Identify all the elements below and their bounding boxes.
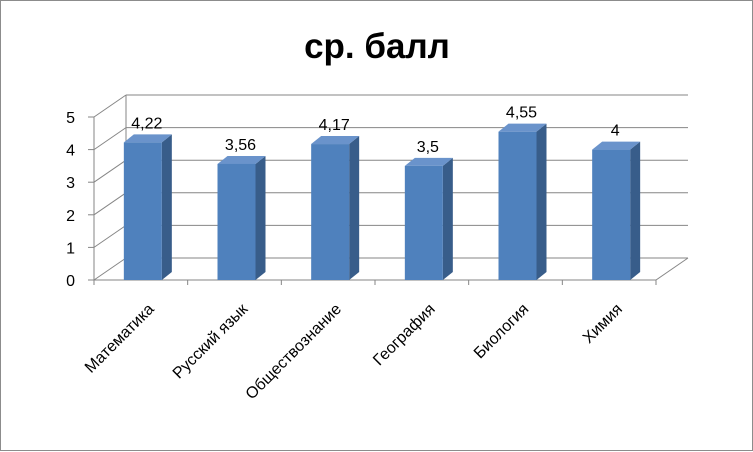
bar-top — [498, 123, 547, 132]
bar-top — [404, 157, 453, 166]
bar — [311, 136, 360, 280]
bar-side — [630, 141, 641, 280]
y-tick-label: 1 — [66, 240, 75, 257]
bar-side — [349, 136, 360, 280]
data-label: 3,5 — [417, 139, 439, 156]
side-wall-line — [93, 224, 127, 248]
bar — [498, 123, 547, 280]
bar-top — [217, 155, 266, 164]
category-label: Обществознание — [243, 301, 345, 403]
chart-title: ср. балл — [304, 27, 450, 66]
bar-layer — [123, 123, 641, 280]
bar-front — [592, 149, 631, 280]
side-wall-line — [93, 94, 127, 118]
bar — [404, 157, 453, 280]
side-wall-line — [93, 192, 127, 216]
bar-front — [498, 131, 537, 280]
y-tick-label: 5 — [66, 110, 75, 127]
category-label: Русский язык — [170, 300, 252, 382]
data-label: 4,22 — [131, 115, 162, 132]
bar-top — [311, 136, 360, 145]
side-wall-line — [93, 159, 127, 183]
data-label: 4,55 — [506, 105, 537, 122]
bar-front — [311, 144, 350, 280]
side-wall-line — [93, 257, 127, 281]
bar-front — [217, 163, 256, 280]
category-label: Химия — [580, 301, 626, 347]
data-label: 4,17 — [319, 117, 350, 134]
bar-front — [123, 142, 162, 280]
side-wall-line — [93, 127, 127, 151]
bar-top — [592, 141, 641, 150]
category-label: Биология — [471, 301, 532, 362]
bar-side — [536, 123, 547, 280]
y-tick-label: 3 — [66, 175, 75, 192]
y-tick-label: 2 — [66, 208, 75, 225]
bar — [217, 155, 266, 280]
y-tick-label: 4 — [66, 143, 75, 160]
category-label: География — [370, 301, 438, 369]
bar-side — [442, 157, 453, 280]
bar — [123, 134, 172, 280]
bar — [592, 141, 641, 280]
y-tick-label: 0 — [66, 273, 75, 290]
bar-top — [123, 134, 172, 143]
data-label: 4 — [611, 123, 620, 140]
bar-front — [404, 165, 443, 280]
category-label: Математика — [82, 301, 158, 377]
data-label: 3,56 — [225, 137, 256, 154]
bar-side — [255, 155, 266, 280]
bar-side — [161, 134, 172, 280]
